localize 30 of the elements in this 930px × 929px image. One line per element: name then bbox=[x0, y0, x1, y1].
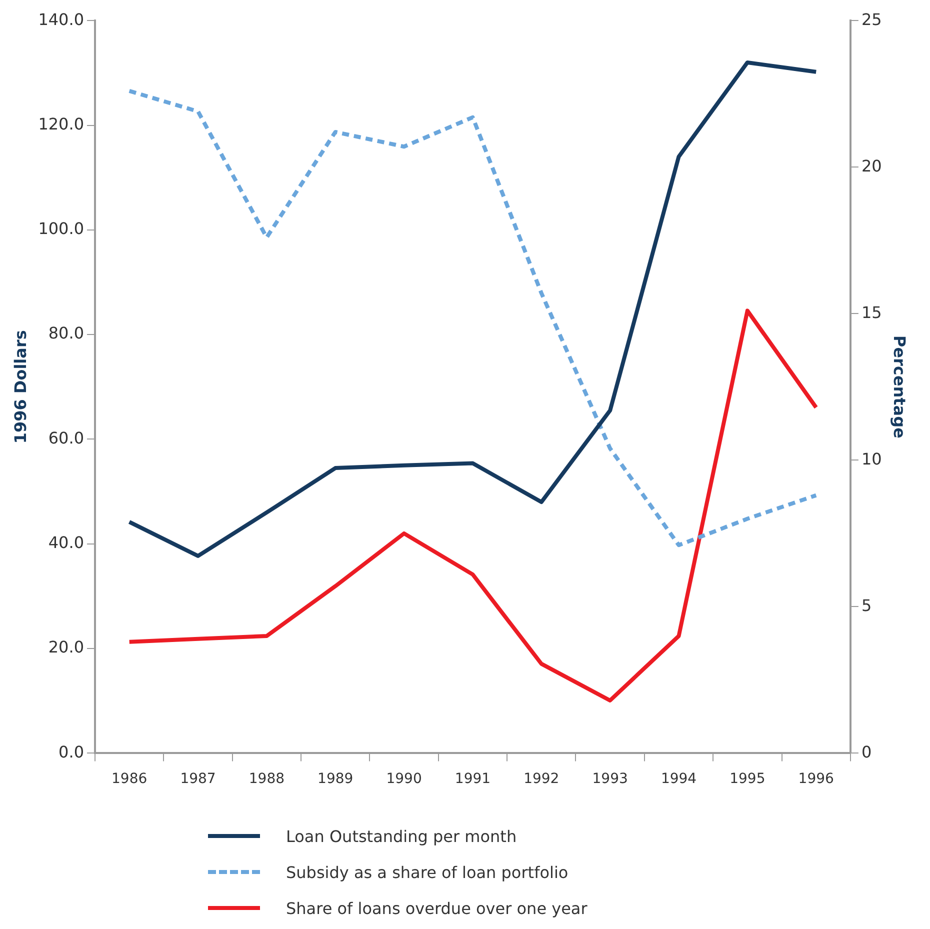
y-tick-label: 140.0 bbox=[38, 10, 84, 29]
x-tick-label: 1987 bbox=[180, 771, 216, 788]
x-tick-label: 1994 bbox=[660, 771, 697, 788]
x-tick-label: 1988 bbox=[248, 771, 285, 788]
y2-tick-label: 20 bbox=[861, 156, 882, 176]
x-tick-label: 1996 bbox=[798, 771, 834, 788]
y-tick-label: 0.0 bbox=[58, 742, 84, 762]
y-tick-label: 40.0 bbox=[48, 533, 84, 552]
x-tick-label: 1989 bbox=[318, 771, 354, 788]
y-tick-label: 60.0 bbox=[48, 428, 84, 448]
x-tick-label: 1995 bbox=[730, 771, 766, 788]
x-tick-label: 1992 bbox=[524, 771, 560, 788]
y-tick-label: 80.0 bbox=[48, 324, 84, 343]
y-tick-label: 20.0 bbox=[48, 638, 84, 657]
y2-tick-label: 15 bbox=[861, 302, 882, 322]
legend-label: Share of loans overdue over one year bbox=[286, 898, 588, 918]
y2-tick-label: 5 bbox=[861, 596, 872, 615]
x-tick-label: 1990 bbox=[386, 771, 422, 788]
y2-axis-title: Percentage bbox=[890, 335, 910, 439]
legend-label: Loan Outstanding per month bbox=[286, 826, 517, 846]
y-axis-title: 1996 Dollars bbox=[10, 330, 30, 444]
y-tick-label: 100.0 bbox=[38, 219, 84, 238]
x-tick-label: 1991 bbox=[454, 771, 491, 788]
legend-label: Subsidy as a share of loan portfolio bbox=[286, 862, 568, 882]
y2-tick-label: 10 bbox=[861, 449, 882, 468]
y-tick-label: 120.0 bbox=[38, 114, 84, 134]
x-tick-label: 1986 bbox=[112, 771, 148, 788]
x-tick-label: 1993 bbox=[592, 771, 628, 788]
y2-tick-label: 25 bbox=[861, 10, 882, 29]
y2-tick-label: 0 bbox=[861, 742, 872, 762]
